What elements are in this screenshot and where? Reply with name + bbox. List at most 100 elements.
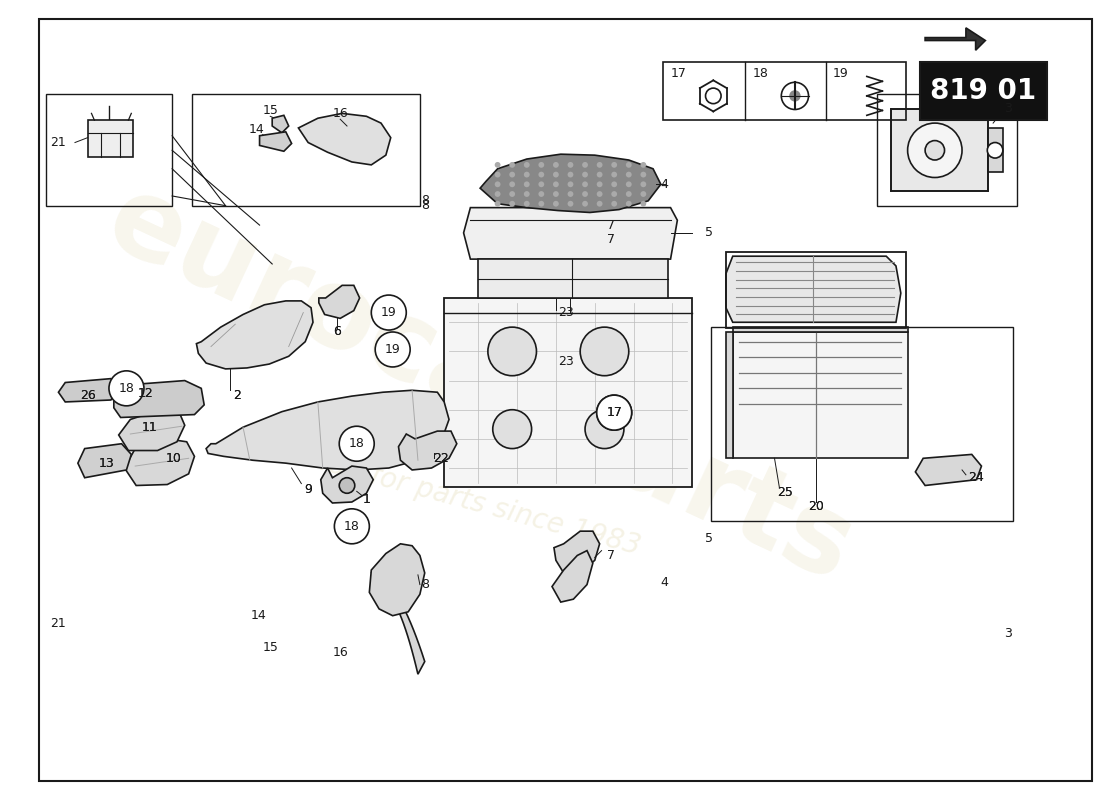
Circle shape xyxy=(626,182,631,187)
Text: a passion for parts since 1983: a passion for parts since 1983 xyxy=(231,426,644,561)
Circle shape xyxy=(524,162,530,168)
Circle shape xyxy=(538,172,544,178)
Text: 18: 18 xyxy=(344,520,360,533)
Polygon shape xyxy=(480,154,661,213)
Bar xyxy=(663,62,905,120)
Circle shape xyxy=(790,91,800,101)
Polygon shape xyxy=(988,128,1003,172)
Circle shape xyxy=(582,172,588,178)
Polygon shape xyxy=(88,120,133,157)
Text: 25: 25 xyxy=(778,486,793,499)
Text: 6: 6 xyxy=(333,326,341,338)
Text: 4: 4 xyxy=(661,178,669,191)
Circle shape xyxy=(596,182,603,187)
Circle shape xyxy=(626,162,631,168)
Circle shape xyxy=(568,191,573,197)
Circle shape xyxy=(705,88,722,104)
Text: 18: 18 xyxy=(349,438,365,450)
Text: 23: 23 xyxy=(558,354,573,368)
Circle shape xyxy=(524,182,530,187)
Text: 5: 5 xyxy=(705,226,714,239)
Polygon shape xyxy=(119,410,185,450)
Polygon shape xyxy=(58,378,119,402)
Polygon shape xyxy=(298,114,390,165)
Circle shape xyxy=(626,201,631,206)
Text: 26: 26 xyxy=(79,389,96,402)
Text: 12: 12 xyxy=(138,386,154,400)
Circle shape xyxy=(626,172,631,178)
Circle shape xyxy=(612,191,617,197)
Polygon shape xyxy=(370,544,425,616)
Polygon shape xyxy=(444,298,692,487)
Text: 25: 25 xyxy=(778,486,793,499)
Circle shape xyxy=(524,172,530,178)
Circle shape xyxy=(339,478,355,494)
Text: 9: 9 xyxy=(305,483,312,496)
Text: 6: 6 xyxy=(333,326,341,338)
Polygon shape xyxy=(372,572,425,674)
Text: 19: 19 xyxy=(833,67,848,80)
Circle shape xyxy=(626,191,631,197)
Circle shape xyxy=(538,162,544,168)
Circle shape xyxy=(509,201,515,206)
Circle shape xyxy=(553,201,559,206)
Bar xyxy=(921,62,1046,120)
Text: 17: 17 xyxy=(671,67,686,80)
Polygon shape xyxy=(260,132,292,151)
Circle shape xyxy=(585,410,624,449)
Polygon shape xyxy=(478,259,668,298)
Circle shape xyxy=(538,201,544,206)
Text: 9: 9 xyxy=(305,483,312,496)
Circle shape xyxy=(495,172,500,178)
Circle shape xyxy=(640,201,647,206)
Text: 17: 17 xyxy=(606,406,623,419)
Circle shape xyxy=(524,201,530,206)
Text: 8: 8 xyxy=(420,578,429,591)
Polygon shape xyxy=(552,550,593,602)
Circle shape xyxy=(334,509,370,544)
Circle shape xyxy=(568,201,573,206)
Text: 4: 4 xyxy=(661,576,669,589)
Text: 21: 21 xyxy=(51,136,66,149)
Circle shape xyxy=(781,82,808,110)
Text: 1: 1 xyxy=(363,493,371,506)
Polygon shape xyxy=(272,115,288,133)
Circle shape xyxy=(580,327,629,376)
Circle shape xyxy=(553,172,559,178)
Circle shape xyxy=(568,182,573,187)
Text: 5: 5 xyxy=(705,533,714,546)
Text: 14: 14 xyxy=(249,123,264,136)
Circle shape xyxy=(925,141,945,160)
Text: 1: 1 xyxy=(363,493,371,506)
Polygon shape xyxy=(78,444,131,478)
Circle shape xyxy=(339,426,374,462)
Circle shape xyxy=(568,172,573,178)
Text: 19: 19 xyxy=(385,343,400,356)
Text: 13: 13 xyxy=(99,457,114,470)
Polygon shape xyxy=(319,286,360,318)
Circle shape xyxy=(493,410,531,449)
Text: 7: 7 xyxy=(607,549,615,562)
Circle shape xyxy=(495,201,500,206)
Text: 19: 19 xyxy=(381,306,397,319)
Polygon shape xyxy=(726,256,901,322)
Circle shape xyxy=(640,172,647,178)
Circle shape xyxy=(553,191,559,197)
Bar xyxy=(46,94,172,206)
Text: 14: 14 xyxy=(251,609,266,622)
Text: 20: 20 xyxy=(808,500,824,514)
Text: 8: 8 xyxy=(420,194,429,207)
Polygon shape xyxy=(206,390,449,470)
Text: 8: 8 xyxy=(420,199,429,212)
Text: 819 01: 819 01 xyxy=(931,77,1036,105)
Text: 18: 18 xyxy=(119,382,134,395)
Circle shape xyxy=(612,182,617,187)
Circle shape xyxy=(524,191,530,197)
Circle shape xyxy=(582,182,588,187)
Circle shape xyxy=(596,201,603,206)
Polygon shape xyxy=(113,381,205,418)
Polygon shape xyxy=(321,466,373,503)
Text: 26: 26 xyxy=(79,389,96,402)
Bar xyxy=(712,327,1013,522)
Circle shape xyxy=(509,162,515,168)
